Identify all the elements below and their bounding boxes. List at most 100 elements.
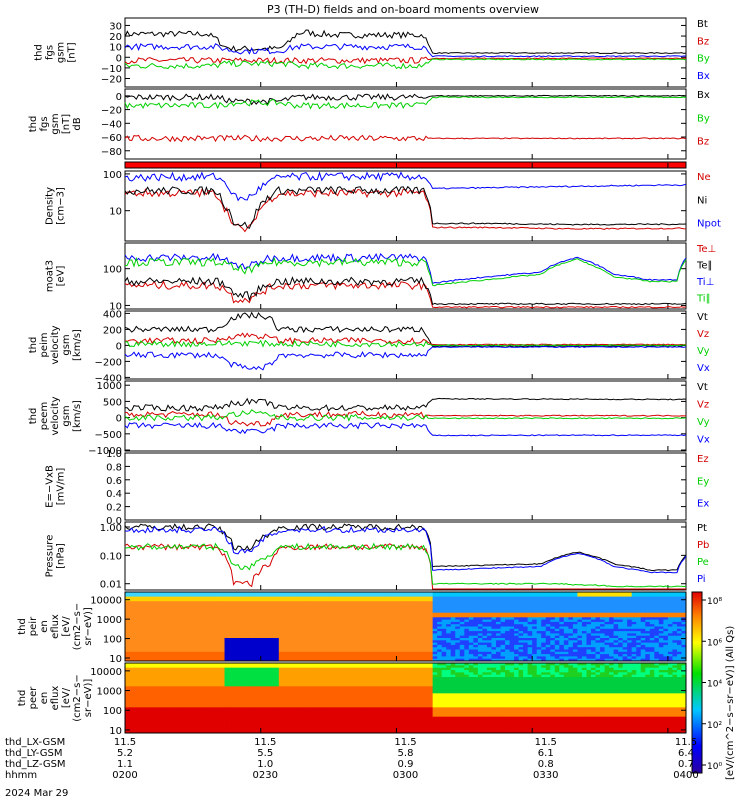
spectrogram-cell xyxy=(618,626,624,630)
spectrogram-cell xyxy=(446,603,452,607)
spectrogram-cell xyxy=(468,612,474,616)
spectrogram-cell xyxy=(468,631,474,634)
spectrogram-cell xyxy=(572,601,578,604)
spectrogram-cell xyxy=(667,649,673,653)
spectrogram-cell xyxy=(274,617,280,620)
spectrogram-cell xyxy=(328,621,334,625)
spectrogram-cell xyxy=(613,615,619,618)
spectrogram-cell xyxy=(486,605,492,609)
spectrogram-cell xyxy=(400,615,406,618)
spectrogram-cell xyxy=(242,698,248,701)
spectrogram-cell xyxy=(233,658,239,662)
spectrogram-cell xyxy=(663,626,669,630)
spectrogram-cell xyxy=(396,628,402,632)
spectrogram-cell xyxy=(419,638,424,641)
spectrogram-cell xyxy=(192,601,198,604)
spectrogram-cell xyxy=(536,644,542,648)
spectrogram-cell xyxy=(206,688,212,692)
spectrogram-cell xyxy=(450,617,456,620)
spectrogram-cell xyxy=(197,695,203,699)
spectrogram-cell xyxy=(613,601,619,604)
spectrogram-cell xyxy=(197,598,203,602)
spectrogram-cell xyxy=(224,705,230,708)
spectrogram-cell xyxy=(477,635,483,639)
spectrogram-cell xyxy=(287,642,293,646)
spectrogram-cell xyxy=(242,615,248,618)
spectrogram-cell xyxy=(215,631,221,634)
spectrogram-cell xyxy=(165,642,171,646)
spectrogram-cell xyxy=(265,633,271,637)
spectrogram-cell xyxy=(672,592,678,595)
spectrogram-cell xyxy=(518,608,524,611)
spectrogram-cell xyxy=(459,658,465,662)
spectrogram-cell xyxy=(305,654,311,657)
spectrogram-cell xyxy=(613,649,619,653)
spectrogram-cell xyxy=(215,670,221,673)
spectrogram-cell xyxy=(676,624,682,627)
spectrogram-cell xyxy=(523,621,529,625)
spectrogram-cell xyxy=(387,615,393,618)
spectrogram-cell xyxy=(500,615,506,618)
series-line-Bx xyxy=(124,43,686,58)
spectrogram-cell xyxy=(301,624,307,627)
spectrogram-cell xyxy=(563,649,569,653)
spectrogram-cell xyxy=(143,658,149,662)
spectrogram-cell xyxy=(676,601,682,604)
spectrogram-cell xyxy=(188,693,194,697)
spectrogram-cell xyxy=(364,654,370,657)
spectrogram-cell xyxy=(188,684,194,687)
spectrogram-cell xyxy=(265,705,271,708)
spectrogram-cell xyxy=(455,628,461,632)
spectrogram-cell xyxy=(296,631,302,634)
spectrogram-cell xyxy=(315,647,320,650)
spectrogram-cell xyxy=(536,603,542,607)
spectrogram-cell xyxy=(229,716,234,720)
spectrogram-cell xyxy=(505,592,510,595)
spectrogram-cell xyxy=(215,635,221,639)
spectrogram-cell xyxy=(482,658,488,662)
y-axis-label: velocity xyxy=(50,325,61,364)
spectrogram-cell xyxy=(658,649,664,653)
spectrogram-cell xyxy=(215,665,221,669)
spectrogram-cell xyxy=(125,647,130,650)
spectrogram-cell xyxy=(305,644,311,648)
spectrogram-cell xyxy=(242,621,248,625)
spectrogram-cell xyxy=(242,596,248,600)
spectrogram-cell xyxy=(170,656,176,660)
spectrogram-cell xyxy=(514,658,519,662)
spectrogram-cell xyxy=(188,638,194,641)
spectrogram-cell xyxy=(382,635,388,639)
spectrogram-cell xyxy=(681,644,687,648)
spectrogram-cell xyxy=(238,679,244,683)
spectrogram-cell xyxy=(514,605,519,609)
spectrogram-cell xyxy=(310,603,316,607)
spectrogram-cell xyxy=(391,612,397,616)
spectrogram-cell xyxy=(631,624,637,627)
spectrogram-cell xyxy=(220,723,225,727)
spectrogram-cell xyxy=(183,644,189,648)
spectrogram-cell xyxy=(310,640,316,643)
spectrogram-cell xyxy=(129,665,135,669)
spectrogram-cell xyxy=(514,626,519,630)
spectrogram-cell xyxy=(681,594,687,597)
spectrogram-cell xyxy=(278,596,284,600)
spectrogram-cell xyxy=(265,721,271,725)
spectrogram-cell xyxy=(315,654,320,657)
spectrogram-cell xyxy=(134,730,139,734)
spectrogram-cell xyxy=(563,619,569,623)
spectrogram-cell xyxy=(577,651,583,655)
spectrogram-cell xyxy=(581,594,587,597)
spectrogram-cell xyxy=(486,642,492,646)
spectrogram-cell xyxy=(183,674,189,678)
spectrogram-cell xyxy=(134,635,139,639)
spectrogram-cell xyxy=(251,608,257,611)
spectrogram-cell xyxy=(242,635,248,639)
spectrogram-cell xyxy=(333,619,339,623)
spectrogram-cell xyxy=(210,714,216,718)
spectrogram-cell xyxy=(527,638,533,641)
spectrogram-cell xyxy=(147,712,153,715)
spectrogram-cell xyxy=(473,617,479,620)
spectrogram-cell xyxy=(450,608,456,611)
spectrogram-cell xyxy=(541,651,547,655)
spectrogram-cell xyxy=(355,603,361,607)
